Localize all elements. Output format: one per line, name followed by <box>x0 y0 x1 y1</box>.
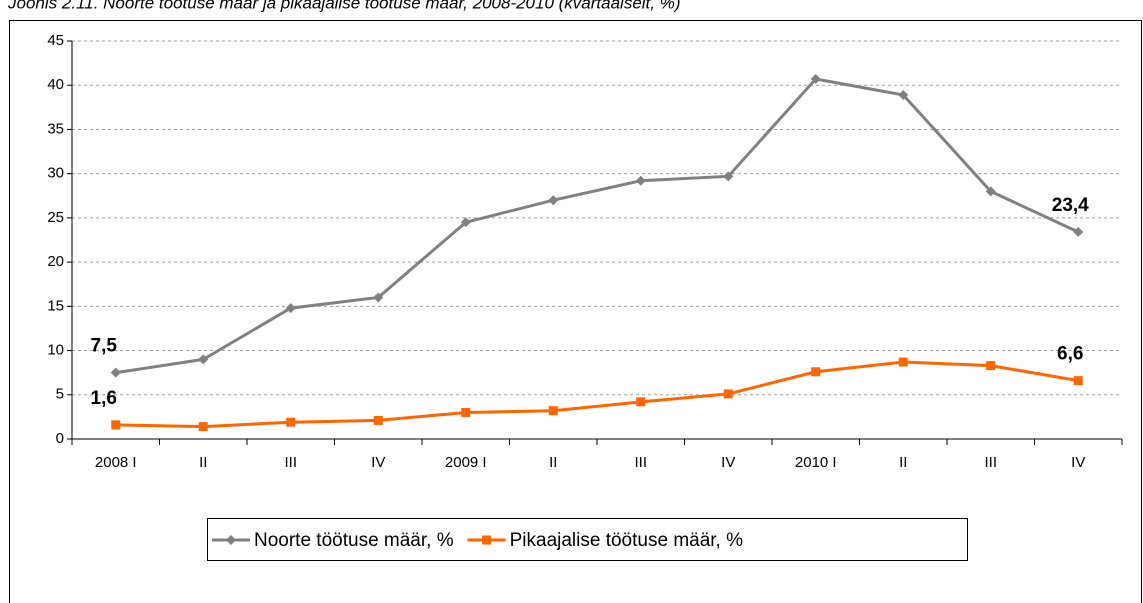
point <box>898 89 909 100</box>
point <box>723 389 733 399</box>
y-tick-label: 30 <box>47 165 64 182</box>
legend-label: Pikaajalise töötuse määr, % <box>510 530 744 551</box>
point <box>635 175 646 186</box>
y-tick-label: 40 <box>47 76 64 93</box>
point <box>198 422 208 432</box>
chart-frame <box>9 20 1142 603</box>
x-tick-label: III <box>984 454 997 471</box>
y-tick-label: 45 <box>47 32 64 49</box>
point <box>482 535 492 545</box>
x-tick-label: IV <box>1071 454 1085 471</box>
x-tick-label: II <box>199 454 207 471</box>
point <box>461 407 471 417</box>
y-tick-label: 10 <box>47 342 64 359</box>
legend-label: Noorte töötuse määr, % <box>254 530 454 551</box>
y-tick-label: 15 <box>47 297 64 314</box>
point <box>548 195 559 206</box>
x-tick-label: II <box>899 454 907 471</box>
y-tick-label: 25 <box>47 209 64 226</box>
data-label: 7,5 <box>91 336 118 357</box>
x-tick-label: III <box>634 454 647 471</box>
point <box>636 397 646 407</box>
point <box>373 415 383 425</box>
chart-title: Joonis 2.11. Noorte töötuse määr ja pika… <box>7 0 681 12</box>
point <box>285 303 296 314</box>
data-label: 1,6 <box>91 388 117 409</box>
point <box>110 367 121 378</box>
data-label: 6,6 <box>1057 344 1083 365</box>
point <box>1073 227 1084 238</box>
point <box>111 420 121 430</box>
legend-box <box>207 518 968 561</box>
point <box>548 406 558 416</box>
x-tick-label: IV <box>721 454 735 471</box>
point <box>373 292 384 303</box>
point <box>226 535 236 545</box>
y-tick-label: 20 <box>47 253 64 270</box>
point <box>460 217 471 228</box>
series-line <box>115 360 1079 429</box>
y-tick-label: 0 <box>56 430 64 447</box>
y-tick-label: 5 <box>56 386 64 403</box>
point <box>723 171 734 182</box>
data-label: 23,4 <box>1052 195 1089 216</box>
point <box>986 361 996 371</box>
x-tick-label: 2009 I <box>445 454 487 471</box>
x-tick-label: II <box>549 454 557 471</box>
y-tick-label: 35 <box>47 120 64 137</box>
x-tick-label: III <box>284 454 297 471</box>
series-line <box>115 77 1079 375</box>
point <box>898 357 908 367</box>
point <box>811 367 821 377</box>
legend: Noorte töötuse määr, % Pikaajalise töötus… <box>207 518 968 561</box>
point <box>198 354 209 365</box>
point <box>286 417 296 427</box>
x-tick-label: 2010 I <box>795 454 837 471</box>
point <box>810 74 821 85</box>
point <box>985 186 996 197</box>
point <box>1073 376 1083 386</box>
x-tick-label: 2008 I <box>95 454 137 471</box>
x-tick-label: IV <box>371 454 385 471</box>
